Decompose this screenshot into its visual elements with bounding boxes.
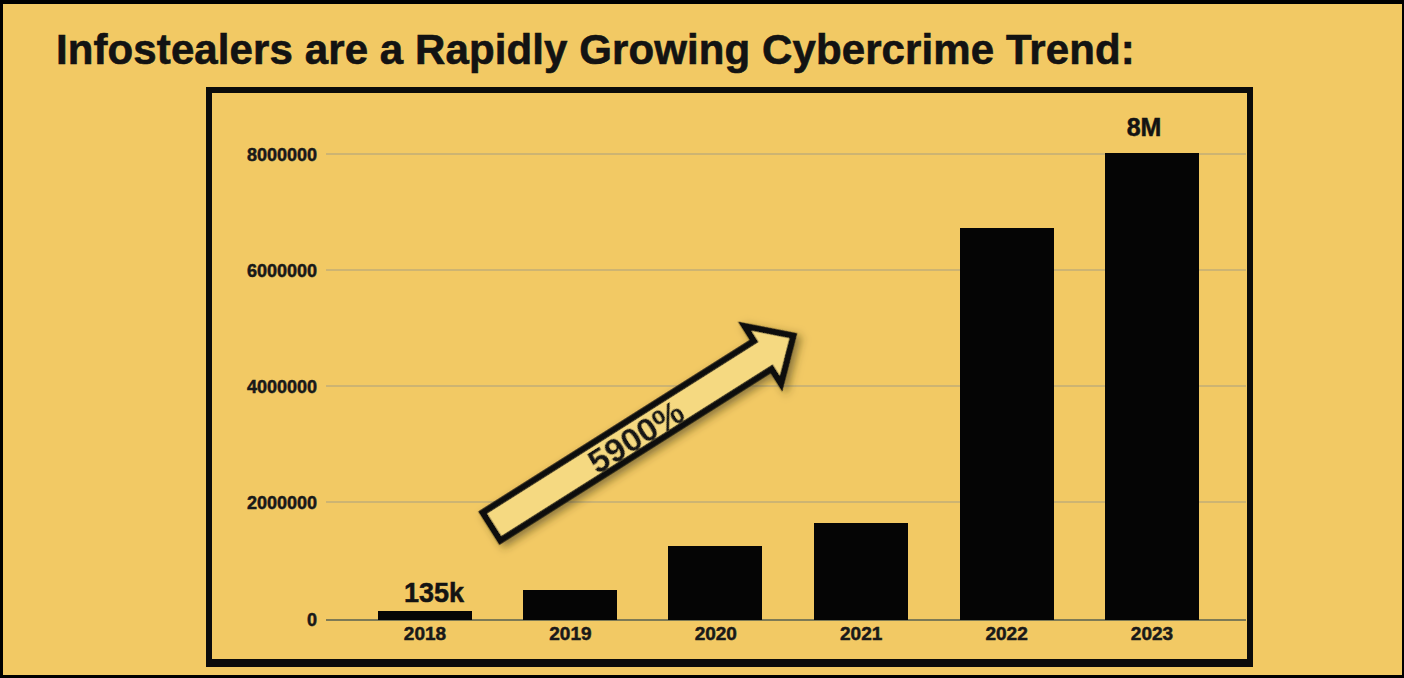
svg-text:5900%: 5900%: [581, 392, 691, 481]
